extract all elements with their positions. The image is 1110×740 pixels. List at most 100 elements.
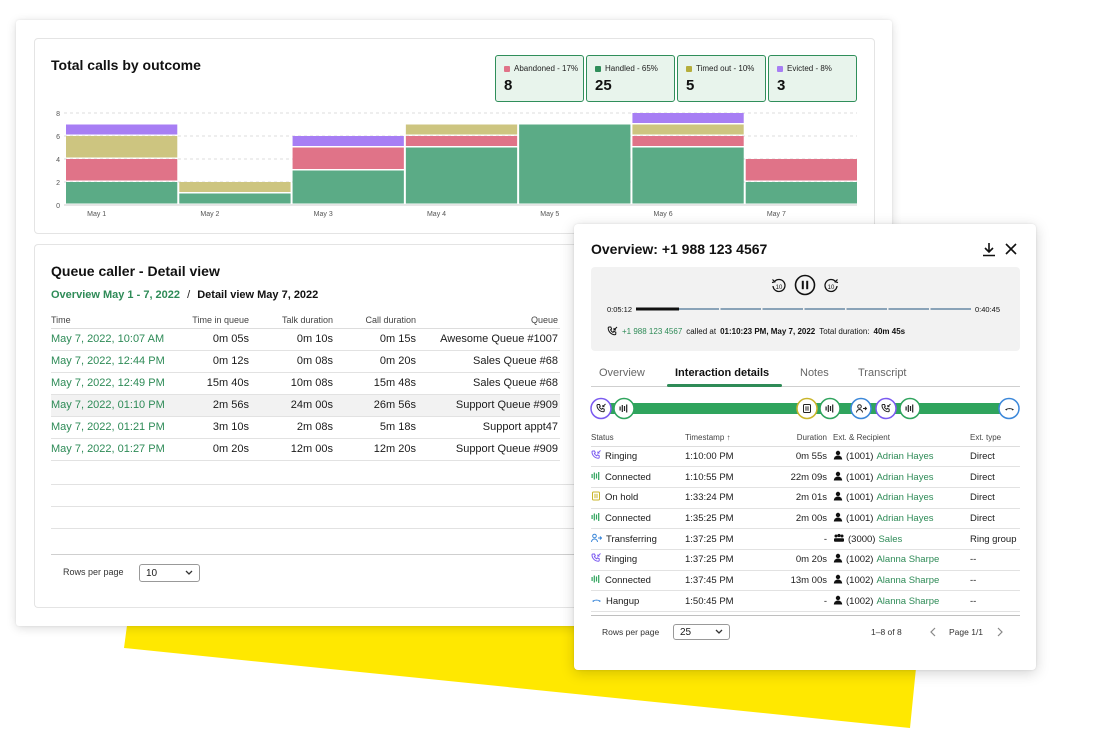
recipient-name[interactable]: Adrian Hayes <box>876 450 934 462</box>
bar-segment-handled[interactable] <box>405 147 518 204</box>
table-row[interactable]: Ringing 1:10:00 PM 0m 55s (1001) Adrian Haye… <box>591 446 1020 468</box>
cell-status: Ringing <box>591 549 685 571</box>
kpi-label-text: Abandoned - 17% <box>514 64 579 73</box>
bar-segment-handled[interactable] <box>519 124 631 204</box>
timeline-node-hangup-icon[interactable] <box>998 397 1020 420</box>
tab-notes[interactable]: Notes <box>800 367 829 379</box>
cell-time[interactable]: May 7, 2022, 12:49 PM <box>51 372 169 395</box>
kpi-value: 3 <box>777 77 786 94</box>
col-timestamp[interactable]: Timestamp ↑ <box>685 430 757 447</box>
table-row[interactable]: Hangup 1:50:45 PM - (1002) Alanna Sharpe -- <box>591 590 1020 612</box>
forward-10-icon[interactable]: 10 <box>822 277 840 295</box>
rows-per-page-select[interactable]: 25 <box>673 624 730 640</box>
y-tick-label: 4 <box>56 157 60 164</box>
bar-segment-abandoned[interactable] <box>405 136 518 146</box>
bar-segment-abandoned[interactable] <box>66 159 178 181</box>
bar-segment-abandoned[interactable] <box>292 147 404 170</box>
table-row[interactable]: Connected 1:35:25 PM 2m 00s (1001) Adrian Ha… <box>591 508 1020 530</box>
col-ext-recipient[interactable]: Ext. & Recipient <box>833 430 970 447</box>
scrubber-segment <box>888 308 929 310</box>
cell-queue: Awesome Queue #1007 <box>418 328 560 351</box>
timeline-node-connected-icon[interactable] <box>613 397 635 420</box>
kpi-card: Handled - 65% 25 <box>586 55 675 102</box>
timeline-node-ringing-icon[interactable] <box>875 397 897 420</box>
table-row[interactable]: May 7, 2022, 12:44 PM 0m 12s 0m 08s 0m 20s S… <box>51 350 560 373</box>
col-time[interactable]: Time <box>51 312 169 329</box>
bar-segment-handled[interactable] <box>745 182 857 204</box>
table-row[interactable]: May 7, 2022, 10:07 AM 0m 05s 0m 10s 0m 15s A… <box>51 328 560 351</box>
cell-duration: - <box>757 528 833 550</box>
recipient-name[interactable]: Alanna Sharpe <box>876 554 940 566</box>
progress-scrubber[interactable] <box>636 306 972 312</box>
table-row[interactable]: May 7, 2022, 01:27 PM 0m 20s 12m 00s 12m 20… <box>51 438 560 461</box>
recipient-name[interactable]: Alanna Sharpe <box>876 595 940 607</box>
y-tick-label: 0 <box>56 203 60 210</box>
col-queue[interactable]: Queue <box>418 312 560 329</box>
table-row[interactable]: May 7, 2022, 01:21 PM 3m 10s 2m 08s 5m 18s S… <box>51 416 560 439</box>
close-icon[interactable] <box>1002 240 1020 258</box>
bar-segment-evicted[interactable] <box>292 136 404 146</box>
tab-transcript[interactable]: Transcript <box>858 367 907 379</box>
cell-time[interactable]: May 7, 2022, 01:27 PM <box>51 438 169 461</box>
col-time-in-queue[interactable]: Time in queue <box>169 312 251 329</box>
col-talk-duration[interactable]: Talk duration <box>251 312 335 329</box>
timeline-node-transfer-icon[interactable] <box>850 397 872 420</box>
bar-segment-handled[interactable] <box>632 147 744 204</box>
hangup-icon <box>591 595 602 608</box>
bar-segment-handled[interactable] <box>66 182 178 204</box>
table-row[interactable]: Connected 1:37:45 PM 13m 00s (1002) Alanna S… <box>591 570 1020 592</box>
tab-interaction-details[interactable]: Interaction details <box>675 367 770 379</box>
bar-segment-timed-out[interactable] <box>66 136 178 158</box>
col-call-duration[interactable]: Call duration <box>335 312 418 329</box>
bar-segment-timed-out[interactable] <box>632 124 744 135</box>
recipient-name[interactable]: Sales <box>878 533 903 545</box>
table-row[interactable]: May 7, 2022, 01:10 PM 2m 56s 24m 00s 26m 56… <box>51 394 560 417</box>
bar-segment-timed-out[interactable] <box>405 124 518 135</box>
recipient-name[interactable]: Adrian Hayes <box>876 512 934 524</box>
table-row[interactable]: Transferring 1:37:25 PM - (3000) Sales Ring g… <box>591 528 1020 550</box>
timeline-node-connected-icon[interactable] <box>819 397 841 420</box>
recipient-name[interactable]: Adrian Hayes <box>876 492 934 504</box>
bar-segment-abandoned[interactable] <box>745 159 857 181</box>
user-icon <box>833 450 843 463</box>
bar-segment-handled[interactable] <box>292 170 404 204</box>
breadcrumb-overview-link[interactable]: Overview May 1 - 7, 2022 <box>51 289 181 301</box>
recipient-name[interactable]: Alanna Sharpe <box>876 574 940 586</box>
tab-bar: Overview Interaction details Notes Trans… <box>591 364 1020 387</box>
bar-segment-evicted[interactable] <box>66 124 178 135</box>
rewind-label: 10 <box>776 285 783 291</box>
col-status[interactable]: Status <box>591 430 685 447</box>
chevron-down-icon <box>715 629 723 634</box>
cell-recipient: (3000) Sales <box>833 528 970 550</box>
chevron-right-icon[interactable] <box>994 626 1006 638</box>
bar-segment-evicted[interactable] <box>632 113 744 123</box>
bar-segment-timed-out[interactable] <box>179 182 291 192</box>
timeline-node-hold-icon[interactable] <box>796 397 818 420</box>
cell-time[interactable]: May 7, 2022, 12:44 PM <box>51 350 169 373</box>
phone-incoming-icon <box>607 326 618 336</box>
caller-number[interactable]: +1 988 123 4567 <box>622 326 683 336</box>
pause-icon[interactable] <box>794 274 816 296</box>
cell-time[interactable]: May 7, 2022, 10:07 AM <box>51 328 169 351</box>
cell-time[interactable]: May 7, 2022, 01:21 PM <box>51 416 169 439</box>
timeline-node-ringing-icon[interactable] <box>590 397 612 420</box>
table-row[interactable]: On hold 1:33:24 PM 2m 01s (1001) Adrian Haye… <box>591 487 1020 509</box>
recipient-name[interactable]: Adrian Hayes <box>876 471 934 483</box>
table-row[interactable]: Ringing 1:37:25 PM 0m 20s (1002) Alanna Shar… <box>591 549 1020 571</box>
table-row[interactable]: Connected 1:10:55 PM 22m 09s (1001) Adrian H… <box>591 466 1020 488</box>
hold-icon <box>803 404 811 413</box>
rewind-10-icon[interactable]: 10 <box>770 277 788 295</box>
timeline-node-connected-icon[interactable] <box>899 397 921 420</box>
bar-segment-handled[interactable] <box>179 193 291 204</box>
table-row[interactable]: May 7, 2022, 12:49 PM 15m 40s 10m 08s 15m 4… <box>51 372 560 395</box>
col-ext-type[interactable]: Ext. type <box>970 430 1020 447</box>
download-icon[interactable] <box>980 240 998 258</box>
chevron-left-icon[interactable] <box>927 626 939 638</box>
kpi-label: Handled - 65% <box>595 64 674 73</box>
rows-per-page-select[interactable]: 10 <box>139 564 200 582</box>
kpi-card: Abandoned - 17% 8 <box>495 55 584 102</box>
tab-overview[interactable]: Overview <box>599 367 645 379</box>
bar-segment-abandoned[interactable] <box>632 136 744 146</box>
col-duration[interactable]: Duration <box>757 430 833 447</box>
cell-time[interactable]: May 7, 2022, 01:10 PM <box>51 394 169 417</box>
